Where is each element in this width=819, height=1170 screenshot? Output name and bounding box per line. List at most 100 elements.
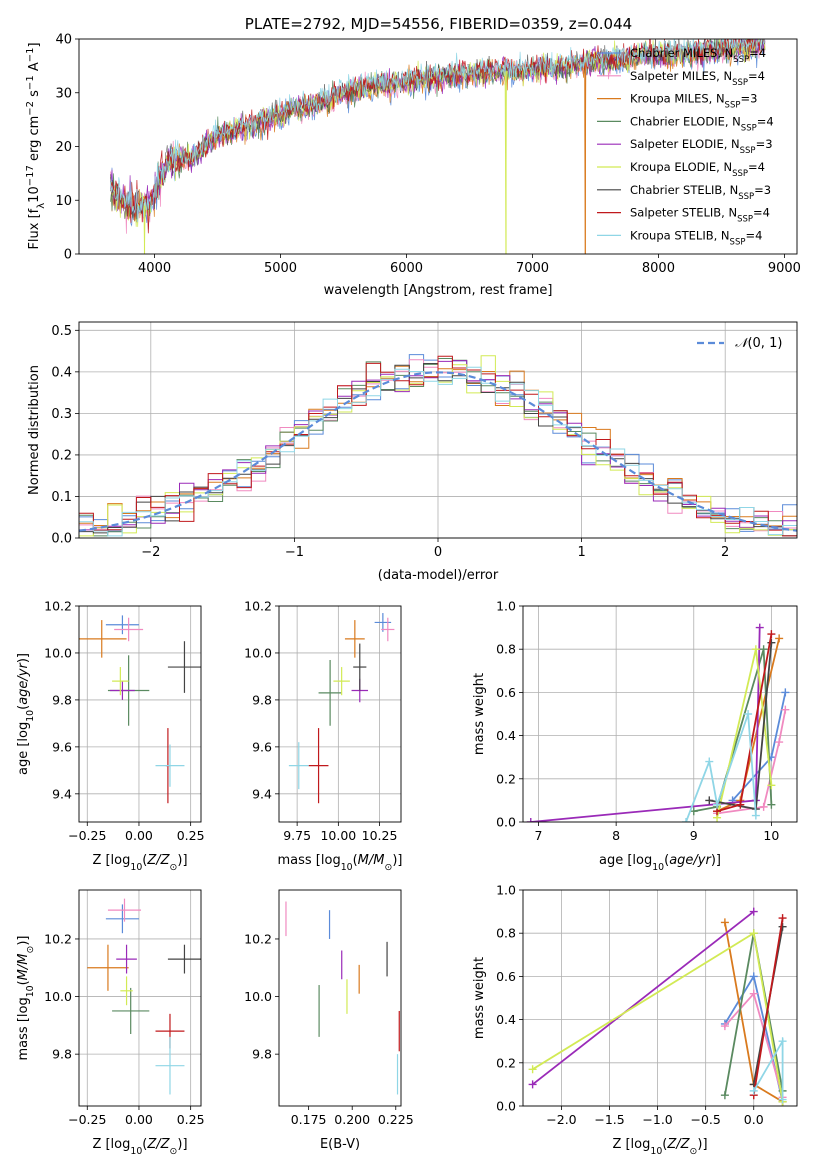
y-tick-label: 10.2: [44, 931, 72, 946]
weight-marker: [749, 972, 758, 981]
label-part: SSP: [732, 169, 748, 179]
x-tick-label: −1.0: [642, 1112, 672, 1127]
label-part: )]: [711, 853, 721, 868]
plot-area: [79, 615, 201, 804]
label-part: =4: [753, 206, 770, 220]
label-part: M/M: [358, 853, 385, 868]
y-tick-label: 9.8: [252, 1047, 272, 1062]
error-point-chabrier-miles: [105, 904, 139, 934]
y-tick-label: 0.1: [51, 490, 72, 505]
legend-label: Kroupa STELIB, NSSP=4: [630, 228, 762, 247]
weight-marker: [778, 922, 787, 931]
label-part: =3: [754, 183, 771, 197]
error-point-kroupa-elodie: [333, 667, 350, 696]
y-tick-label: 0.0: [496, 815, 516, 830]
label-part: SSP: [730, 237, 746, 247]
x-tick-label: −0.5: [690, 1112, 720, 1127]
ebv-plot: 0.175 0.200 0.225 9.8 10.0 10.2 E(B-V): [244, 889, 414, 1152]
label-part: Z [log: [612, 1137, 650, 1152]
weight-marker: [720, 1022, 729, 1031]
label-part: ]: [27, 42, 42, 47]
weight-marker: [720, 1091, 729, 1100]
age-vs-z-plot: −0.25 0.00 0.259.49.69.810.010.2Z [log10(Z…: [16, 599, 205, 873]
mass-vs-z-ylabel: mass [log10(M/M⊙)]: [16, 936, 36, 1061]
label-part: Salpeter ELODIE, N: [630, 137, 740, 151]
x-tick-label: 0.0: [744, 1112, 764, 1127]
label-part: Z/Z: [146, 853, 170, 868]
label-part: Chabrier ELODIE, N: [630, 114, 741, 128]
axes-frame: [522, 889, 798, 1107]
error-point-chabrier-miles: [105, 615, 139, 635]
error-point-kroupa-stelib: [288, 742, 309, 790]
error-point-chabrier-stelib: [167, 641, 201, 693]
label-part: )]: [177, 1137, 187, 1152]
y-tick-label: 10.0: [244, 989, 272, 1004]
weight-marker: [749, 907, 758, 916]
age-vs-mass-xlabel: mass [log10(M/M⊙)]: [278, 853, 403, 873]
weight-marker: [755, 623, 764, 632]
label-part: mass [log: [16, 997, 31, 1060]
x-tick-label: 8000: [642, 261, 675, 276]
legend-label: Salpeter MILES, NSSP=4: [630, 69, 765, 88]
error-point-kroupa-miles: [79, 620, 127, 658]
weight-line: [532, 910, 755, 1086]
axes-frame: [278, 889, 402, 1107]
label-part: (: [16, 705, 31, 710]
y-tick-label: 20: [55, 140, 72, 155]
label-part: 10: [341, 862, 353, 873]
y-tick-label: 10.2: [44, 599, 72, 614]
spectrum-line-salpeter-stelib: [110, 39, 766, 234]
x-tick-label: 0.25: [177, 1112, 205, 1127]
error-point-kroupa-elodie: [112, 667, 129, 696]
weight-marker: [759, 802, 768, 811]
label-part: (: [664, 853, 669, 868]
error-point-kroupa-elodie: [120, 976, 133, 1006]
error-point-salpeter-stelib: [308, 728, 329, 804]
weight-series-kroupa-stelib: [749, 1037, 787, 1104]
weight-marker: [705, 757, 714, 766]
x-tick-label: 10.25: [362, 828, 398, 843]
label-part: Chabrier STELIB, N: [630, 183, 738, 197]
y-tick-label: 0.3: [51, 407, 72, 422]
label-part: s: [27, 90, 42, 101]
label-part: )]: [177, 853, 187, 868]
plot-area: [288, 613, 395, 804]
weight-line: [693, 648, 773, 813]
axes-frame: [78, 321, 798, 539]
age-vs-z-ylabel: age [log10(age/yr)]: [16, 653, 36, 775]
grid: [79, 322, 797, 539]
weight-series-salpeter-stelib: [713, 630, 776, 816]
label-part: Kroupa MILES, N: [630, 92, 725, 106]
label-part: =3: [756, 137, 773, 151]
label-part: =4: [748, 69, 765, 83]
axes-frame: [278, 605, 402, 823]
label-part: (: [662, 1137, 667, 1152]
weight-marker: [781, 705, 790, 714]
age-vs-mass-plot: 9.75 10.00 10.25 9.4 9.6 9.8 10.0 10.2 mass [log…: [244, 599, 402, 873]
legend-label: Chabrier STELIB, NSSP=3: [630, 183, 771, 202]
label-part: =4: [749, 46, 766, 60]
x-tick-label: 4000: [138, 261, 171, 276]
x-tick-label: −0.25: [68, 828, 106, 843]
legend-label: Kroupa ELODIE, NSSP=4: [630, 160, 765, 179]
x-tick-label: −0.25: [68, 1112, 106, 1127]
label-part: age [log: [599, 853, 652, 868]
label-part: (0, 1): [747, 336, 782, 351]
error-point-salpeter-miles: [114, 617, 144, 642]
plot-area: [79, 354, 797, 538]
y-tick-label: 10: [55, 194, 72, 209]
legend-label: Salpeter ELODIE, NSSP=3: [630, 137, 773, 156]
label-part: 10: [650, 1146, 662, 1157]
weight-marker: [751, 645, 760, 654]
label-part: Flux [f: [27, 208, 42, 249]
histogram-xlabel: (data-model)/error: [378, 568, 499, 583]
label-part: Kroupa ELODIE, N: [630, 160, 732, 174]
ebv-xlabel: E(B-V): [320, 1137, 360, 1152]
label-part: (: [16, 980, 31, 985]
error-point-salpeter-miles: [381, 617, 395, 642]
weight-marker: [778, 1095, 787, 1104]
spectrum-xlabel: wavelength [Angstrom, rest frame]: [324, 283, 553, 298]
mass-vs-z-xlabel: Z [log10(Z/Z⊙)]: [92, 1137, 187, 1157]
